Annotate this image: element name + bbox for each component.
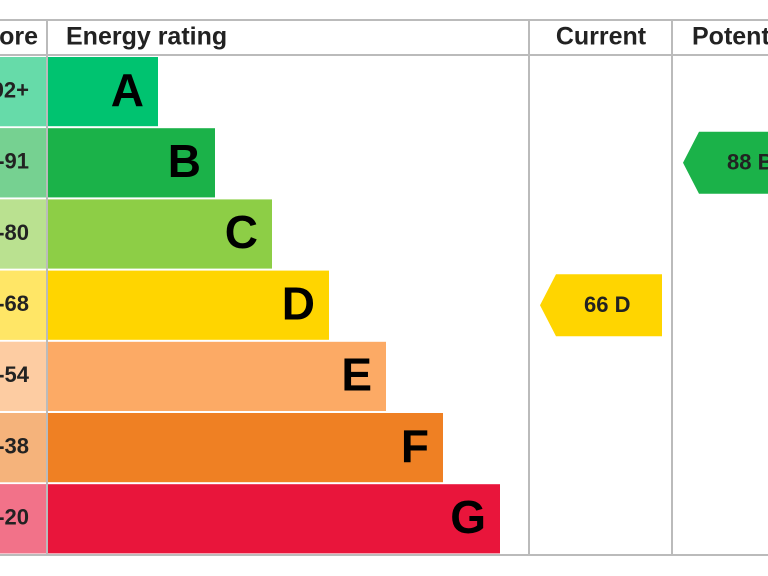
score-cell bbox=[0, 270, 46, 340]
score-label: 69-80 bbox=[0, 220, 29, 245]
rating-bar bbox=[48, 57, 158, 127]
score-cell bbox=[0, 413, 46, 483]
rating-bar bbox=[48, 484, 500, 554]
potential-header: Potential bbox=[692, 23, 768, 51]
rating-letter: F bbox=[401, 420, 429, 472]
current-header: Current bbox=[556, 23, 647, 51]
score-cell-tint bbox=[0, 270, 46, 340]
score-cell bbox=[0, 57, 46, 127]
potential-arrow bbox=[683, 131, 768, 194]
potential-label: 88 B bbox=[727, 150, 768, 175]
score-cell-tint bbox=[0, 57, 46, 127]
current-arrow bbox=[540, 274, 662, 337]
score-label: 81-91 bbox=[0, 149, 29, 174]
score-cell-tint bbox=[0, 484, 46, 554]
rating-letter: B bbox=[168, 135, 201, 187]
score-label: 1-20 bbox=[0, 505, 29, 530]
rating-bar bbox=[48, 199, 272, 269]
rating-letter: C bbox=[225, 206, 258, 258]
score-cell-tint bbox=[0, 128, 46, 198]
rating-bar bbox=[48, 413, 443, 483]
score-label: 21-38 bbox=[0, 433, 29, 458]
score-cell bbox=[0, 484, 46, 554]
rating-letter: D bbox=[282, 277, 315, 329]
rating-bar bbox=[48, 270, 329, 340]
rating-letter: G bbox=[450, 491, 486, 543]
score-cell bbox=[0, 199, 46, 269]
rating-bar bbox=[48, 341, 386, 411]
rating-bar bbox=[48, 128, 215, 198]
score-cell bbox=[0, 128, 46, 198]
score-cell-tint bbox=[0, 199, 46, 269]
score-header: Score bbox=[0, 23, 38, 51]
current-label: 66 D bbox=[584, 292, 630, 317]
rating-header: Energy rating bbox=[66, 23, 227, 51]
rating-letter: E bbox=[341, 349, 372, 401]
score-cell-tint bbox=[0, 341, 46, 411]
score-cell-tint bbox=[0, 413, 46, 483]
score-label: 55-68 bbox=[0, 291, 29, 316]
score-cell bbox=[0, 341, 46, 411]
score-label: 92+ bbox=[0, 77, 29, 102]
rating-letter: A bbox=[111, 64, 144, 116]
score-label: 39-54 bbox=[0, 362, 30, 387]
